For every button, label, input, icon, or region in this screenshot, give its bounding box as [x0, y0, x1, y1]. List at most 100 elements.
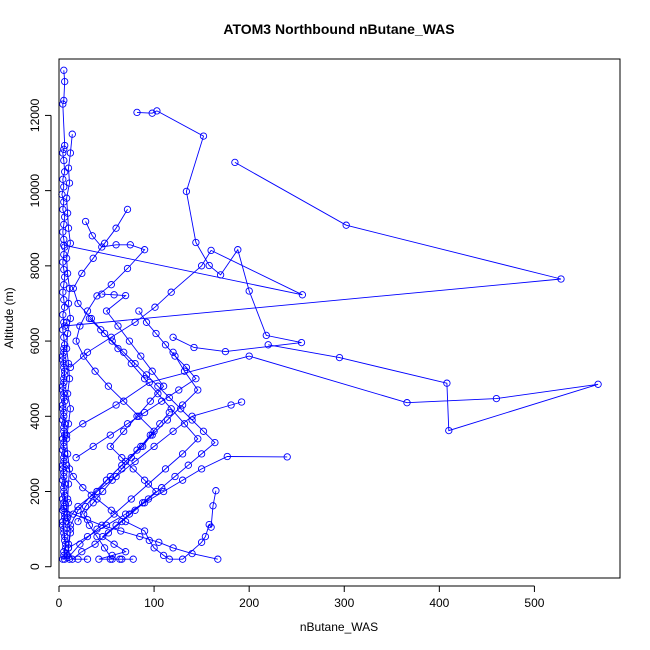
data-point	[297, 338, 306, 347]
data-point	[60, 504, 68, 513]
data-point	[68, 130, 76, 138]
data-point	[63, 450, 72, 458]
data-point	[63, 495, 72, 503]
data-point	[237, 398, 246, 406]
data-point	[112, 224, 120, 232]
data-point	[64, 164, 73, 172]
data-point	[74, 555, 82, 563]
x-axis: 0 100 200 300 400 500	[56, 585, 545, 610]
series-line	[75, 310, 197, 459]
x-tick-label: 0	[56, 596, 63, 610]
data-point	[79, 420, 87, 428]
data-point	[153, 107, 161, 115]
data-point	[245, 352, 253, 360]
data-point	[64, 499, 73, 507]
data-point	[145, 378, 153, 387]
data-point	[59, 228, 67, 236]
data-point	[121, 291, 130, 300]
data-point	[59, 175, 67, 183]
data-point	[139, 499, 147, 507]
data-point	[61, 303, 69, 311]
data-point	[199, 427, 208, 435]
data-point	[123, 264, 132, 273]
data-point	[110, 540, 118, 548]
data-point	[131, 318, 139, 326]
data-point	[178, 401, 187, 409]
data-point	[209, 502, 217, 510]
data-point	[150, 442, 158, 451]
data-point	[137, 442, 145, 451]
data-point	[262, 331, 270, 340]
data-point	[142, 371, 151, 379]
data-point	[140, 246, 149, 254]
data-point	[108, 337, 116, 345]
data-point	[81, 502, 90, 511]
data-point	[88, 232, 96, 240]
data-point	[445, 426, 453, 435]
data-point	[140, 527, 149, 535]
data-point	[212, 487, 220, 495]
data-point	[171, 352, 179, 360]
data-point	[93, 495, 101, 503]
data-point	[182, 363, 191, 372]
data-point	[66, 521, 75, 529]
data-point	[177, 405, 185, 413]
data-point	[169, 333, 177, 341]
data-point	[68, 555, 76, 563]
data-point	[135, 307, 143, 315]
data-point	[63, 209, 72, 217]
data-point	[182, 187, 191, 196]
data-point	[93, 525, 101, 533]
data-point	[120, 348, 128, 356]
data-point	[63, 269, 72, 278]
data-point	[104, 529, 113, 537]
y-tick-label: 0	[28, 563, 42, 570]
data-point	[60, 296, 68, 304]
data-point	[62, 254, 71, 262]
data-point	[65, 179, 74, 187]
data-point	[159, 487, 168, 496]
data-point	[131, 457, 139, 466]
data-point	[264, 341, 272, 349]
y-axis-label: Altitude (m)	[2, 287, 16, 348]
x-axis-label: nButane_WAS	[300, 620, 378, 634]
data-point	[66, 529, 75, 537]
data-point	[112, 472, 120, 481]
data-point	[180, 420, 189, 428]
data-point	[342, 221, 350, 229]
data-point	[118, 517, 126, 526]
data-point	[148, 367, 156, 375]
data-point	[127, 454, 135, 462]
data-point	[197, 450, 206, 458]
data-point	[64, 420, 73, 428]
series-line	[66, 134, 73, 560]
data-point	[148, 109, 156, 117]
data-point	[60, 235, 68, 244]
data-point	[171, 472, 179, 481]
data-point	[161, 341, 170, 349]
data-point	[59, 416, 67, 424]
data-point	[180, 367, 189, 375]
data-point	[100, 239, 109, 247]
data-point	[201, 532, 210, 541]
data-series	[62, 130, 76, 563]
data-point	[59, 495, 67, 503]
data-point	[126, 241, 134, 249]
data-point	[184, 461, 192, 469]
data-point	[89, 254, 97, 262]
data-point	[152, 487, 160, 496]
data-point	[207, 246, 215, 255]
data-point	[59, 517, 67, 526]
data-point	[131, 359, 139, 368]
data-point	[76, 540, 84, 548]
data-point	[155, 538, 163, 546]
data-point	[108, 476, 116, 484]
x-tick-label: 100	[144, 596, 164, 610]
data-point	[85, 521, 94, 529]
data-point	[59, 352, 67, 360]
data-point	[245, 287, 253, 295]
data-point	[60, 375, 68, 383]
data-point	[108, 555, 116, 563]
data-point	[231, 158, 239, 167]
data-point	[62, 517, 71, 526]
